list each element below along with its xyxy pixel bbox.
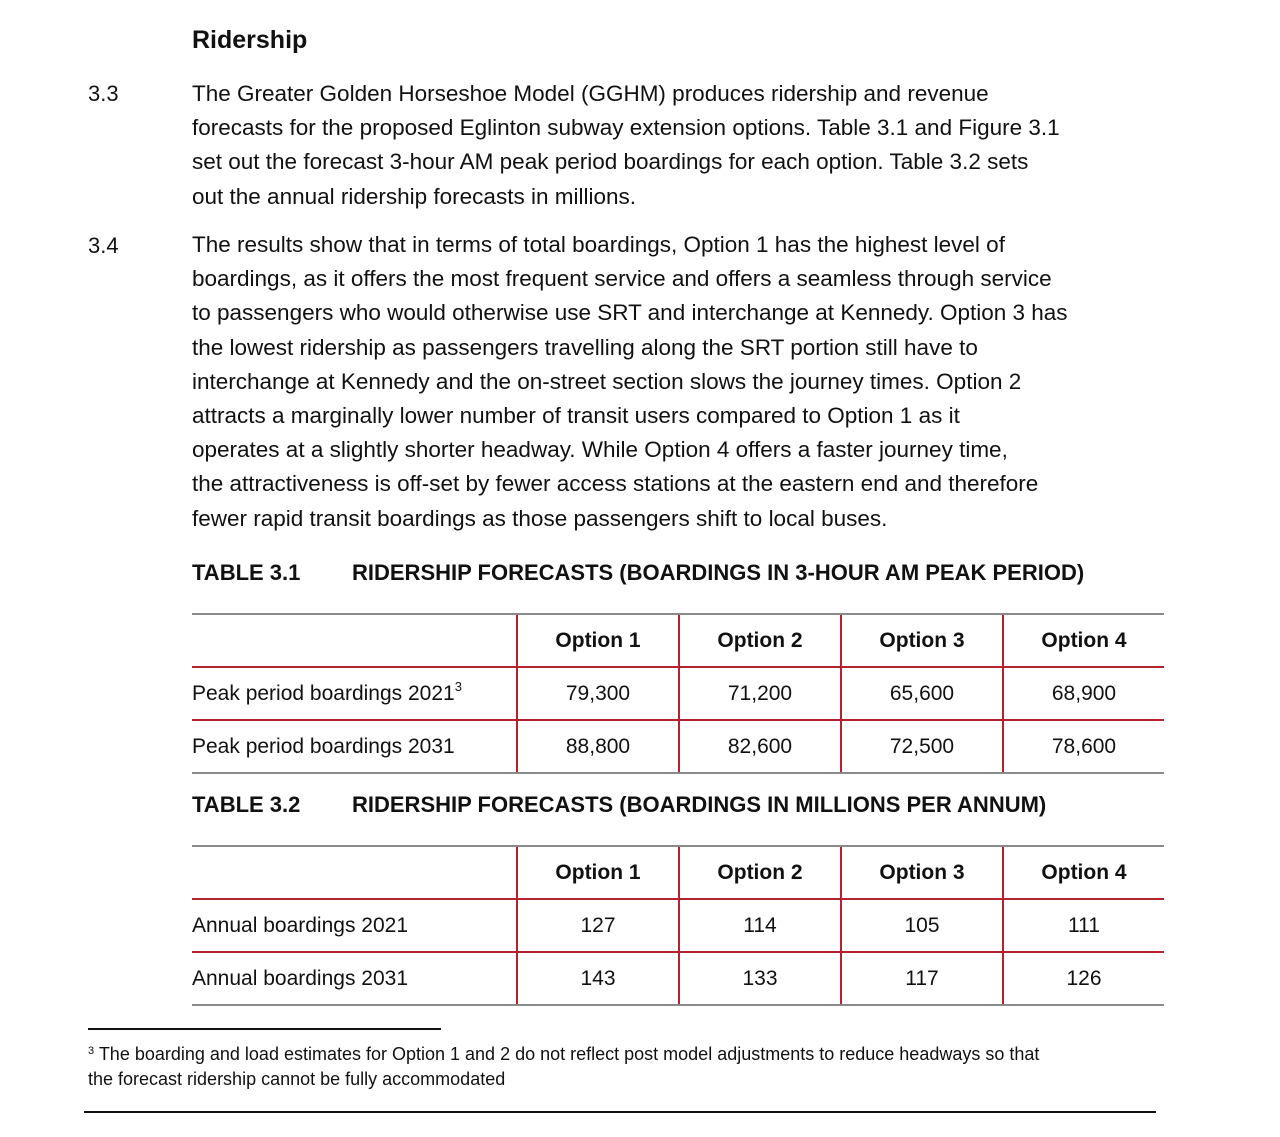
- footnote: 3 The boarding and load estimates for Op…: [88, 1042, 1039, 1092]
- header-cell: Option 3: [840, 613, 1003, 668]
- footnote-separator: [88, 1028, 441, 1030]
- paragraph-3-3: The Greater Golden Horseshoe Model (GGHM…: [192, 77, 1060, 214]
- table-3-2: Option 1 Option 2 Option 3 Option 4 Annu…: [192, 845, 1164, 1006]
- table-title: RIDERSHIP FORECASTS (BOARDINGS IN 3-HOUR…: [352, 560, 1085, 585]
- footnote-text: The boarding and load estimates for Opti…: [98, 1044, 1040, 1064]
- header-cell: Option 3: [840, 845, 1003, 900]
- row-label-text: Peak period boardings 2021: [192, 681, 455, 705]
- row-label: Annual boardings 2021: [192, 899, 517, 953]
- text-line: The results show that in terms of total …: [192, 232, 1005, 257]
- header-cell: Option 2: [678, 613, 841, 668]
- cell: 79,300: [516, 667, 679, 721]
- row-label: Peak period boardings 2031: [192, 720, 517, 774]
- text-line: The Greater Golden Horseshoe Model (GGHM…: [192, 81, 989, 106]
- text-line: the lowest ridership as passengers trave…: [192, 334, 978, 360]
- row-label: Annual boardings 2031: [192, 952, 517, 1006]
- cell: 82,600: [678, 720, 841, 774]
- text-line: set out the forecast 3-hour AM peak peri…: [192, 149, 1029, 175]
- table-row: Peak period boardings 2031 88,800 82,600…: [192, 720, 1164, 774]
- header-cell: [192, 613, 517, 668]
- table-header-row: Option 1 Option 2 Option 3 Option 4: [192, 845, 1164, 900]
- header-cell: Option 1: [516, 845, 679, 900]
- cell: 143: [516, 952, 679, 1006]
- header-cell: Option 2: [678, 845, 841, 900]
- table-row: Annual boardings 2031 143 133 117 126: [192, 952, 1164, 1006]
- text-line: to passengers who would otherwise use SR…: [192, 300, 1068, 326]
- paragraph-number: 3.4: [88, 233, 119, 258]
- cell: 114: [678, 899, 841, 953]
- table-row: Peak period boardings 20213 79,300 71,20…: [192, 667, 1164, 721]
- table-header-row: Option 1 Option 2 Option 3 Option 4: [192, 613, 1164, 668]
- cell: 88,800: [516, 720, 679, 774]
- table-title: RIDERSHIP FORECASTS (BOARDINGS IN MILLIO…: [352, 792, 1047, 817]
- text-line: the attractiveness is off-set by fewer a…: [192, 471, 1039, 497]
- cell: 65,600: [840, 667, 1003, 721]
- footnote-marker: 3: [88, 1045, 95, 1057]
- page-bottom-rule: [84, 1111, 1156, 1113]
- paragraph-number: 3.3: [88, 81, 119, 106]
- row-label: Peak period boardings 20213: [192, 667, 517, 721]
- header-cell: Option 4: [1002, 613, 1164, 668]
- text-line: fewer rapid transit boardings as those p…: [192, 505, 888, 531]
- cell: 111: [1002, 899, 1164, 953]
- table-3-1: Option 1 Option 2 Option 3 Option 4 Peak…: [192, 613, 1164, 774]
- cell: 105: [840, 899, 1003, 953]
- text-line: interchange at Kennedy and the on-street…: [192, 368, 1022, 394]
- cell: 78,600: [1002, 720, 1164, 774]
- table-label: TABLE 3.1: [192, 560, 301, 585]
- cell: 133: [678, 952, 841, 1006]
- table-3-1-caption: TABLE 3.1 RIDERSHIP FORECASTS (BOARDINGS …: [192, 560, 1084, 586]
- text-line: forecasts for the proposed Eglinton subw…: [192, 115, 1060, 141]
- cell: 127: [516, 899, 679, 953]
- table-3-2-caption: TABLE 3.2 RIDERSHIP FORECASTS (BOARDINGS …: [192, 792, 1046, 818]
- footnote-text: the forecast ridership cannot be fully a…: [88, 1069, 506, 1089]
- text-line: attracts a marginally lower number of tr…: [192, 402, 960, 428]
- header-cell: [192, 845, 517, 900]
- header-cell: Option 4: [1002, 845, 1164, 900]
- cell: 71,200: [678, 667, 841, 721]
- table-row: Annual boardings 2021 127 114 105 111: [192, 899, 1164, 953]
- section-heading: Ridership: [192, 26, 308, 54]
- cell: 68,900: [1002, 667, 1164, 721]
- text-line: out the annual ridership forecasts in mi…: [192, 183, 636, 209]
- text-line: operates at a slightly shorter headway. …: [192, 437, 1008, 463]
- header-cell: Option 1: [516, 613, 679, 668]
- cell: 72,500: [840, 720, 1003, 774]
- paragraph-3-4: The results show that in terms of total …: [192, 228, 1068, 536]
- text-line: boardings, as it offers the most frequen…: [192, 266, 1052, 292]
- footnote-ref[interactable]: 3: [454, 678, 462, 694]
- cell: 126: [1002, 952, 1164, 1006]
- cell: 117: [840, 952, 1003, 1006]
- table-label: TABLE 3.2: [192, 792, 301, 817]
